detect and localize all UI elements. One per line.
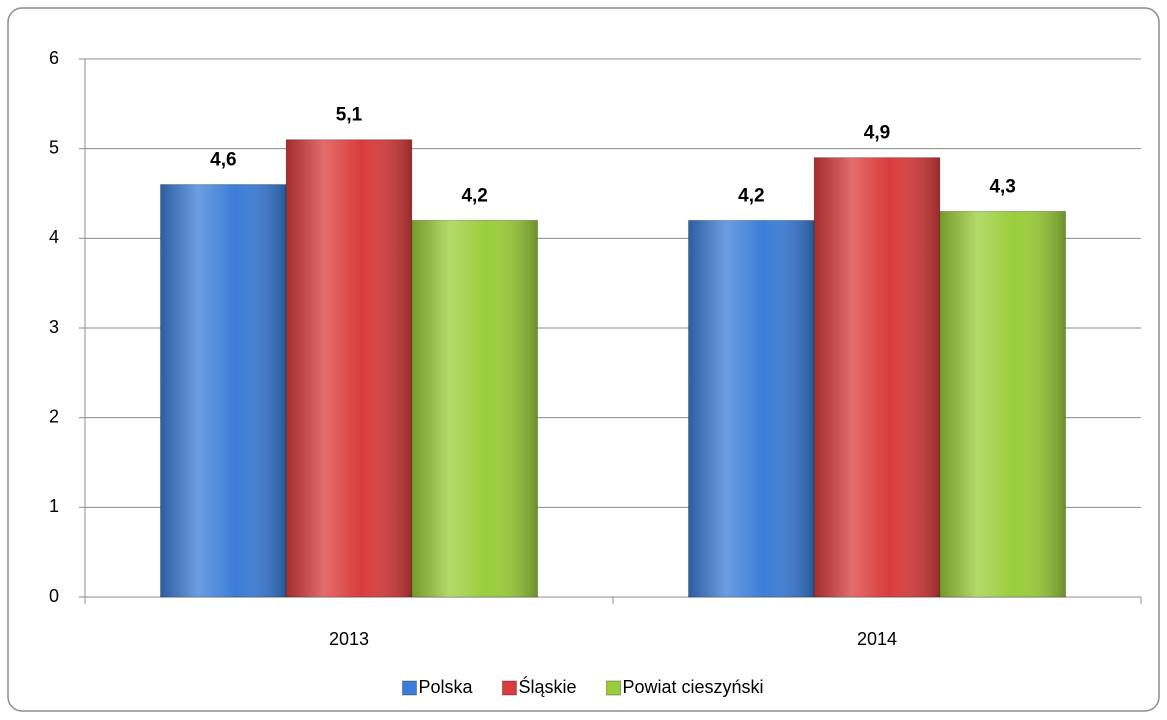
data-label: 4,6 [210,150,236,171]
legend-swatch [501,680,517,696]
legend-label: Śląskie [518,676,576,697]
bar [688,219,815,598]
x-tick-label: 2013 [329,629,369,649]
bar [939,210,1066,598]
data-label: 4,9 [864,123,890,144]
legend-label: Polska [418,677,473,697]
y-tick-label: 5 [49,137,59,157]
y-tick-label: 3 [49,317,59,337]
bar [411,219,538,598]
legend-label: Powiat cieszyński [623,677,764,697]
legend-swatch [401,680,417,696]
y-tick-label: 1 [49,496,59,516]
data-label: 4,2 [738,185,764,206]
y-tick-label: 4 [49,227,59,247]
bar [813,157,941,598]
bar [285,139,413,598]
y-tick-label: 0 [49,586,59,606]
data-label: 4,3 [989,176,1015,197]
legend-swatch [606,680,622,696]
y-tick-label: 2 [49,406,59,426]
data-label: 4,2 [461,185,487,206]
data-label: 5,1 [336,105,363,126]
x-tick-label: 2014 [857,629,897,649]
y-tick-label: 6 [49,48,59,68]
bar [160,184,287,598]
